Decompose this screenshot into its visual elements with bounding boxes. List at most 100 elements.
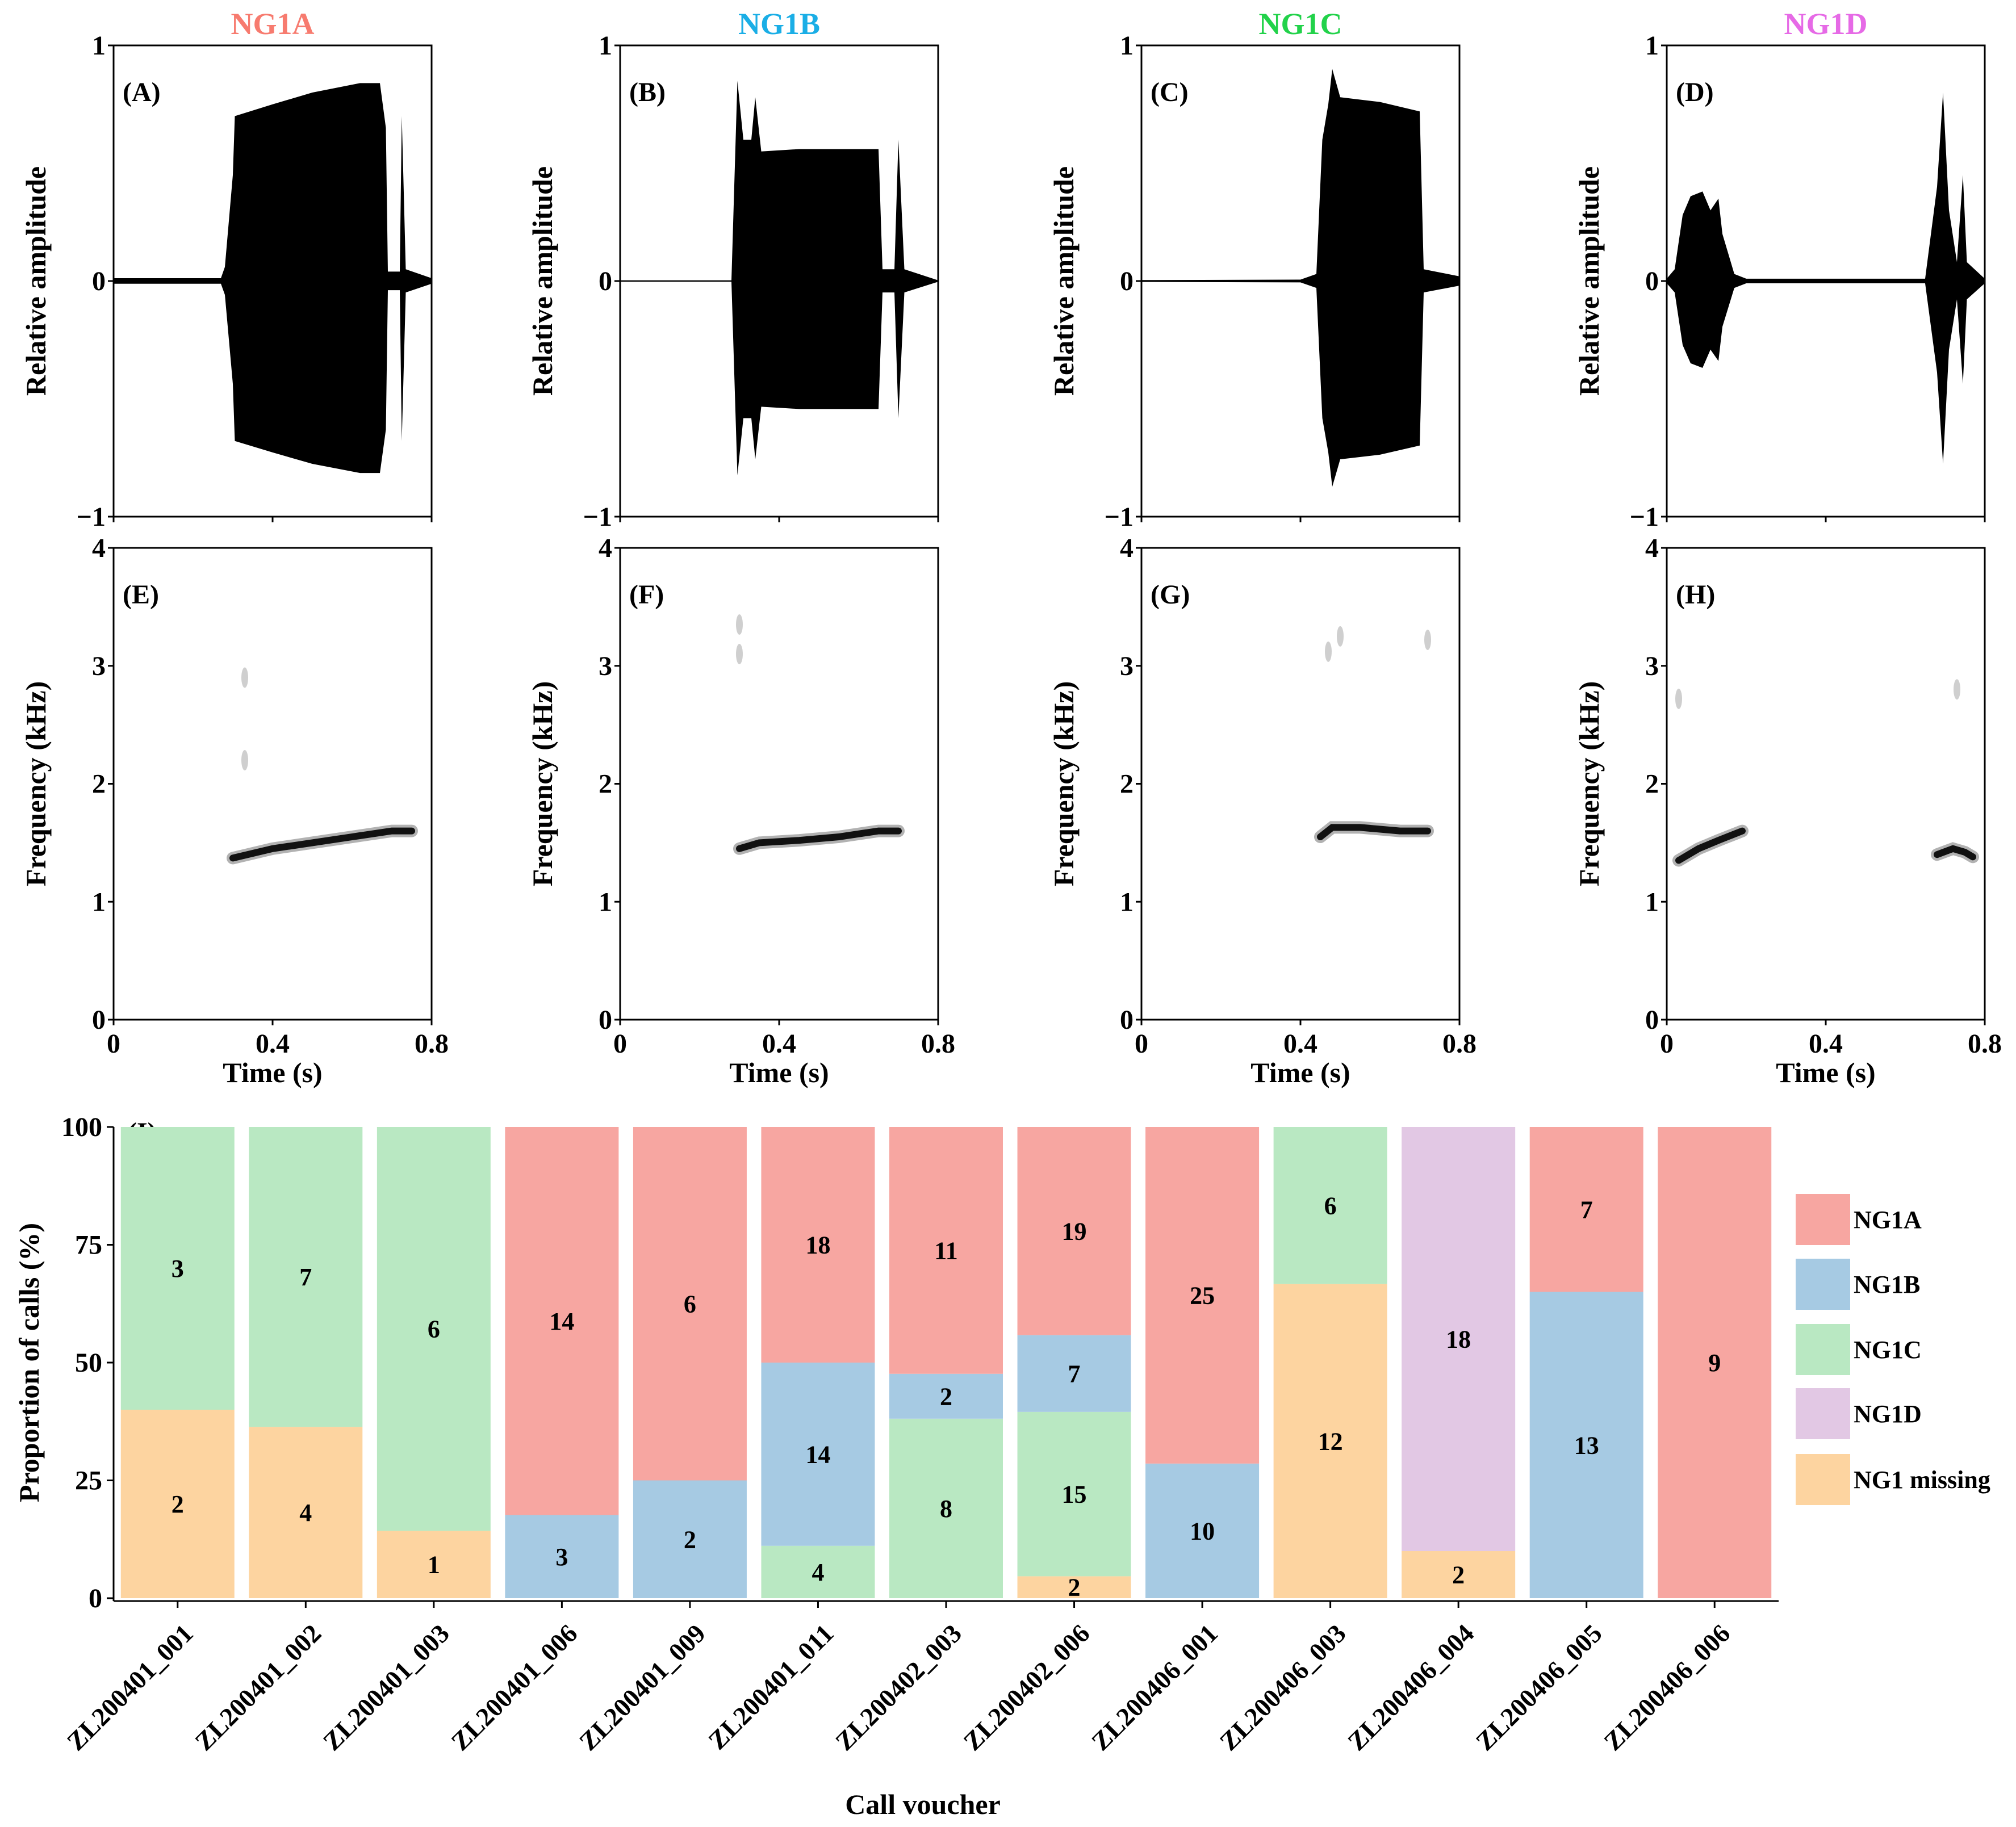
panel-label: (D) xyxy=(1676,77,1714,107)
frequency-trace-2 xyxy=(1934,845,1976,861)
faint-harmonic xyxy=(1325,641,1332,662)
x-tick-label: 0 xyxy=(107,1029,120,1059)
panel-label: (G) xyxy=(1151,580,1190,610)
x-tick-label: 0.4 xyxy=(762,1029,796,1059)
faint-harmonic xyxy=(1337,626,1344,647)
segment-count-label: 2 xyxy=(1452,1561,1465,1589)
y-tick-label: 0 xyxy=(89,1583,102,1614)
frequency-trace xyxy=(229,827,415,862)
faint-harmonic xyxy=(1954,679,1960,700)
legend-label: NG1B xyxy=(1854,1271,1920,1298)
panel-label: (B) xyxy=(629,77,666,107)
bar-segment-ng1c xyxy=(120,1127,235,1410)
bar-segment-ng1a xyxy=(1017,1127,1131,1335)
y-axis-label: Relative amplitude xyxy=(526,166,558,396)
segment-count-label: 18 xyxy=(1446,1326,1471,1354)
waveform-panels: NG1A 1 0 −1 (A) Relative amplitude NG1B 1 0 −1 (B)… xyxy=(20,7,1986,532)
faint-harmonic xyxy=(736,643,743,664)
x-tick-label: 0.4 xyxy=(1283,1029,1317,1059)
segment-count-label: 14 xyxy=(805,1440,830,1468)
segment-count-label: 2 xyxy=(172,1490,184,1518)
x-axis-label: Time (s) xyxy=(1776,1057,1875,1088)
bar-segment-ng1b xyxy=(761,1363,875,1546)
x-tick-label: 0.8 xyxy=(1442,1029,1477,1059)
waveform-panel-NG1A: NG1A 1 0 −1 (A) Relative amplitude xyxy=(20,7,433,532)
plot-frame xyxy=(1666,547,1986,1021)
bar-segment-ng1a xyxy=(1529,1127,1643,1292)
y-tick-label: 1 xyxy=(1645,31,1659,61)
spectrogram-panel-1: 4 3 2 1 00 0.4 0.8 Time (s) (E) Frequency (kHz) xyxy=(20,533,449,1088)
y-tick-label: 1 xyxy=(599,887,612,917)
bar-segment-ng1-missing xyxy=(120,1410,235,1598)
segment-count-label: 14 xyxy=(549,1308,574,1335)
x-tick-label: 0.4 xyxy=(1809,1029,1843,1059)
call-voucher-label: ZL200401_006 xyxy=(445,1619,583,1756)
waveform-envelope xyxy=(114,83,432,473)
y-tick-label: 1 xyxy=(92,887,106,917)
y-tick-label: −1 xyxy=(1105,502,1134,532)
segment-count-label: 6 xyxy=(684,1290,696,1318)
call-voucher-label: ZL200401_009 xyxy=(574,1619,711,1756)
y-tick-label: 1 xyxy=(1120,887,1134,917)
y-tick-label: 0 xyxy=(1120,266,1134,296)
y-tick-label: 100 xyxy=(61,1112,102,1142)
waveform-panel-NG1C: NG1C 1 0 −1 (C) Relative amplitude xyxy=(1048,7,1461,532)
call-voucher-label: ZL200406_004 xyxy=(1342,1619,1479,1756)
call-voucher-label: ZL200406_006 xyxy=(1598,1619,1735,1756)
legend-label: NG1D xyxy=(1854,1400,1922,1428)
call-voucher-label: ZL200401_003 xyxy=(317,1619,455,1756)
call-voucher-label: ZL200406_005 xyxy=(1470,1619,1608,1756)
call-voucher-label: ZL200406_003 xyxy=(1214,1619,1352,1756)
panel-title: NG1D xyxy=(1784,7,1868,41)
x-tick-label: 0.8 xyxy=(415,1029,449,1059)
waveform-panel-NG1B: NG1B 1 0 −1 (B) Relative amplitude xyxy=(526,7,939,532)
waveform-envelope xyxy=(620,81,938,476)
bar-segment-ng1c xyxy=(889,1418,1003,1598)
y-tick-label: 2 xyxy=(599,769,612,799)
segment-count-label: 4 xyxy=(299,1499,312,1527)
legend-label: NG1A xyxy=(1854,1206,1922,1234)
segment-count-label: 18 xyxy=(805,1231,830,1259)
bar-segment-ng1a xyxy=(889,1127,1003,1374)
faint-harmonic xyxy=(1424,630,1431,651)
x-tick-label: 0.8 xyxy=(1968,1029,2002,1059)
spectrogram-panel-4: 4 3 2 1 00 0.4 0.8 Time (s) (H) Frequency (kHz) xyxy=(1573,533,2002,1088)
segment-count-label: 7 xyxy=(1580,1196,1593,1223)
y-tick-label: 3 xyxy=(599,651,612,681)
y-tick-label: 50 xyxy=(75,1348,102,1378)
x-tick-label: 0 xyxy=(613,1029,627,1059)
segment-count-label: 7 xyxy=(299,1263,312,1291)
segment-count-label: 2 xyxy=(1068,1574,1081,1602)
bar-segment-ng1a xyxy=(505,1127,619,1515)
y-tick-label: 2 xyxy=(92,769,106,799)
y-axis-label: Proportion of calls (%) xyxy=(13,1223,45,1502)
segment-count-label: 9 xyxy=(1708,1349,1721,1377)
panel-title: NG1C xyxy=(1259,7,1342,41)
segment-count-label: 10 xyxy=(1190,1517,1215,1545)
spectrogram-panel-3: 4 3 2 1 00 0.4 0.8 Time (s) (G) Frequency (kHz) xyxy=(1048,533,1477,1088)
legend-swatch xyxy=(1796,1454,1850,1505)
segment-count-label: 25 xyxy=(1190,1281,1215,1309)
bar-segment-ng1b xyxy=(1017,1335,1131,1412)
call-voucher-label: ZL200401_011 xyxy=(702,1619,839,1755)
spectrogram-panel-2: 4 3 2 1 00 0.4 0.8 Time (s) (F) Frequency (kHz) xyxy=(526,533,955,1088)
legend: NG1A NG1B NG1C NG1D NG1 missing xyxy=(1796,1194,1990,1505)
segment-count-label: 1 xyxy=(428,1551,440,1579)
segment-count-label: 2 xyxy=(940,1382,952,1410)
y-tick-label: 3 xyxy=(1120,651,1134,681)
call-voucher-label: ZL200401_002 xyxy=(189,1619,327,1756)
frequency-trace xyxy=(1675,827,1746,864)
call-voucher-label: ZL200402_006 xyxy=(958,1619,1095,1756)
segment-count-label: 11 xyxy=(934,1237,958,1264)
x-tick-label: 0 xyxy=(1135,1029,1148,1059)
legend-swatch xyxy=(1796,1259,1850,1310)
y-tick-label: 4 xyxy=(92,533,106,563)
waveform-panel-NG1D: NG1D 1 0 −1 (D) Relative amplitude xyxy=(1573,7,1986,532)
bar-segment-ng1b xyxy=(889,1373,1003,1419)
faint-harmonic xyxy=(241,667,248,688)
y-tick-label: 0 xyxy=(1120,1005,1134,1035)
bar-segment-ng1a xyxy=(1658,1127,1772,1598)
bar-segment-ng1c xyxy=(1273,1127,1387,1284)
y-axis-label: Relative amplitude xyxy=(1048,166,1080,396)
frequency-trace xyxy=(736,827,902,852)
